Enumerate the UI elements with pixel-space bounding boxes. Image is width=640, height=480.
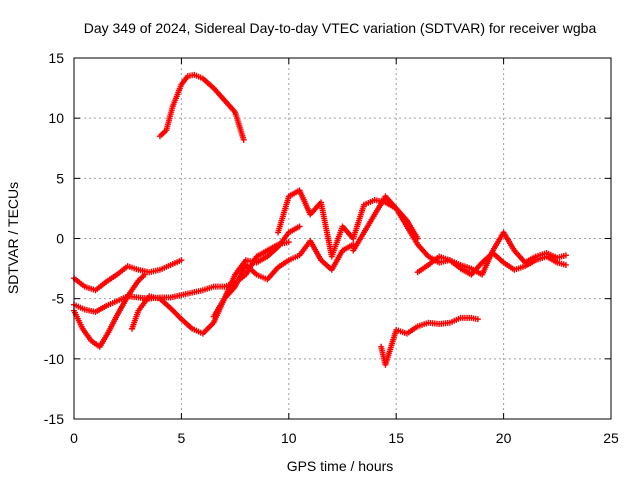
series-sat-f — [210, 237, 357, 320]
x-tick-label: 10 — [281, 430, 297, 446]
series-sat-e — [128, 223, 303, 337]
x-axis-label: GPS time / hours — [287, 458, 394, 474]
y-tick-label: -5 — [52, 291, 65, 307]
x-tick-label: 5 — [178, 430, 186, 446]
x-tick-label: 15 — [388, 430, 404, 446]
series-sat-a — [156, 71, 247, 143]
data-point — [296, 223, 303, 230]
chart-title: Day 349 of 2024, Sidereal Day-to-day VTE… — [84, 20, 597, 36]
grid-lines — [74, 58, 611, 419]
y-tick-label: 10 — [48, 110, 64, 126]
y-tick-label: -10 — [44, 351, 64, 367]
data-point — [141, 271, 148, 278]
y-tick-label: 5 — [56, 170, 64, 186]
data-points — [71, 71, 569, 368]
series-sat-b — [71, 257, 185, 294]
y-tick-label: -15 — [44, 411, 64, 427]
data-point — [562, 252, 569, 259]
x-tick-label: 25 — [603, 430, 619, 446]
data-point — [178, 257, 185, 264]
series-sat-d — [71, 271, 148, 350]
x-tick-label: 0 — [70, 430, 78, 446]
data-point — [474, 316, 481, 323]
y-ticks: -15 -10 -5 0 5 10 15 — [44, 50, 611, 427]
x-tick-label: 20 — [496, 430, 512, 446]
data-point — [562, 261, 569, 268]
series-sat-i — [378, 314, 481, 368]
data-point — [285, 239, 292, 246]
x-ticks: 0 5 10 15 20 25 — [70, 58, 619, 446]
series-sat-j — [414, 229, 569, 278]
data-point — [240, 136, 247, 143]
y-axis-label: SDTVAR / TECUs — [5, 182, 21, 294]
y-tick-label: 0 — [56, 231, 64, 247]
y-tick-label: 15 — [48, 50, 64, 66]
